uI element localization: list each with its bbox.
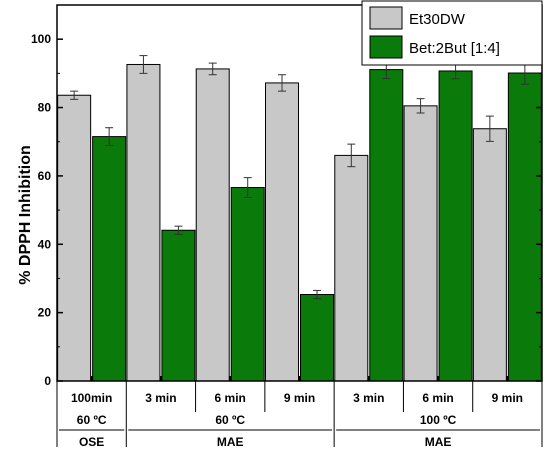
x-tick-label: 100min <box>71 391 112 405</box>
bar-bet2but-2 <box>230 187 265 382</box>
error-bar-bet2but-3 <box>313 289 321 300</box>
x-tick-label: 6 min <box>215 391 246 405</box>
y-tick-label: 80 <box>38 101 52 115</box>
bar-et30dw-6 <box>472 128 507 382</box>
bar-et30dw-4 <box>334 154 369 382</box>
x-tick-label: 6 min <box>422 391 453 405</box>
y-tick-label: 40 <box>38 237 52 251</box>
error-bar-et30dw-4 <box>347 143 356 168</box>
bar-et30dw-1 <box>126 63 161 382</box>
bar-et30dw-5 <box>403 105 438 382</box>
group-method-label: MAE <box>425 435 452 449</box>
group-temperature-label: 100 ºC <box>420 413 457 427</box>
legend-label-bet2but: Bet:2But [1:4] <box>409 40 500 57</box>
error-bar-et30dw-6 <box>485 115 494 142</box>
error-bar-et30dw-2 <box>208 62 217 76</box>
y-tick-label: 0 <box>44 374 51 388</box>
group-temperature-label: 60 ºC <box>77 413 107 427</box>
error-bar-et30dw-1 <box>139 55 148 74</box>
legend-swatch-et30dw <box>369 6 403 30</box>
error-bar-et30dw-5 <box>416 98 425 114</box>
x-tick-label: 3 min <box>145 391 176 405</box>
bar-bet2but-4 <box>369 69 404 382</box>
group-method-label: OSE <box>79 435 104 449</box>
bar-bet2but-3 <box>300 294 334 382</box>
group-temperature-label: 60 ºC <box>215 413 245 427</box>
y-tick-label: 20 <box>38 306 52 320</box>
bar-bet2but-5 <box>438 70 473 382</box>
x-tick-label: 9 min <box>284 391 315 405</box>
group-method-label: MAE <box>217 435 244 449</box>
bar-bet2but-0 <box>92 136 127 382</box>
y-axis-label: % DPPH Inhibition <box>17 145 34 285</box>
x-tick-label: 9 min <box>492 391 523 405</box>
error-bar-et30dw-3 <box>278 74 286 92</box>
legend-label-et30dw: Et30DW <box>409 11 466 28</box>
legend-swatch-bet2but <box>369 35 403 59</box>
bars-layer <box>57 55 542 382</box>
x-tick-label: 3 min <box>353 391 384 405</box>
y-tick-label: 60 <box>38 169 52 183</box>
bar-bet2but-1 <box>161 229 196 382</box>
legend: Et30DW Bet:2But [1:4] <box>361 0 543 66</box>
bar-et30dw-2 <box>195 68 230 382</box>
bar-et30dw-3 <box>265 82 299 382</box>
error-bar-bet2but-1 <box>174 225 183 235</box>
error-bar-bet2but-0 <box>105 127 114 146</box>
axes-layer: 0 20 40 60 80 100 100min 3 min 6 min 9 min 3 min 6 … <box>31 4 543 449</box>
bar-et30dw-0 <box>57 94 92 382</box>
y-tick-label: 100 <box>31 32 51 46</box>
error-bar-bet2but-2 <box>243 177 252 198</box>
bar-bet2but-6 <box>507 72 542 382</box>
error-bar-et30dw-0 <box>70 90 79 100</box>
